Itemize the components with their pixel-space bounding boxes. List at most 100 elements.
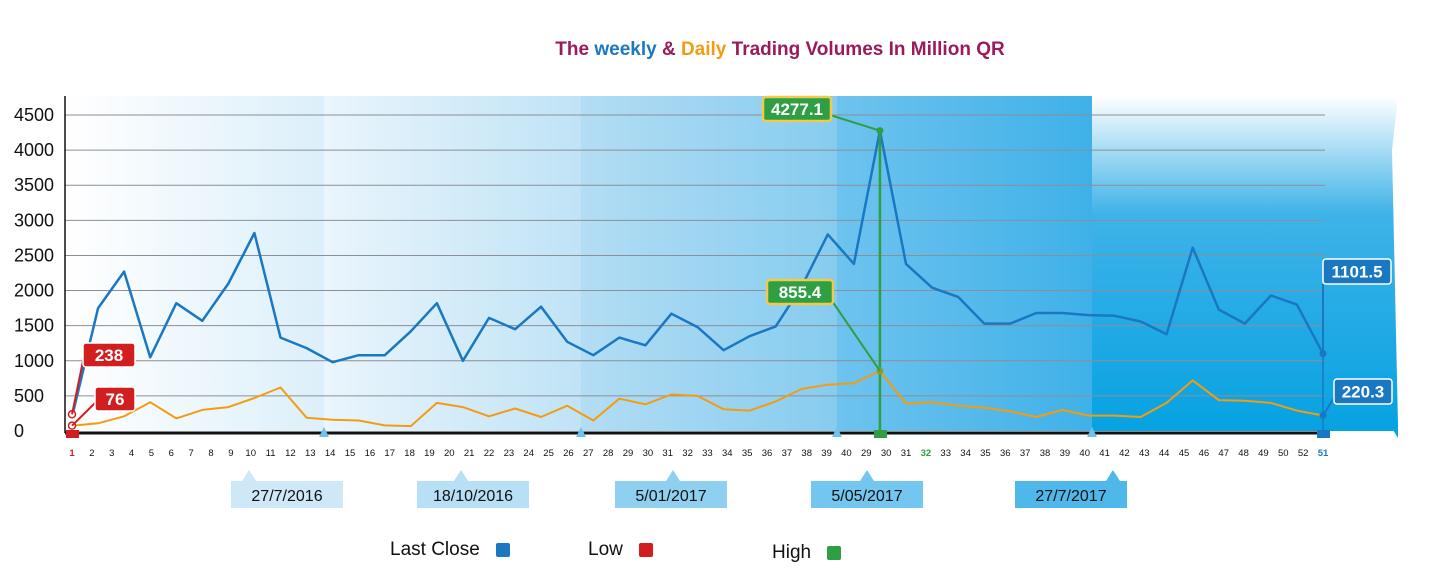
x-tick-label: 40 (841, 448, 852, 459)
x-tick-label: 30 (881, 448, 892, 459)
x-tick-label: 29 (623, 448, 634, 459)
x-tick-label: 29 (861, 448, 872, 459)
legend-low-label: Low (588, 539, 623, 560)
callout-box (1333, 378, 1393, 405)
date-label: 27/7/2016 (251, 488, 322, 505)
x-tick-label: 35 (742, 448, 753, 459)
x-axis-ticks: 1 2 3 4 5 6 7 8 9 10 11 12 13 14 15 16 17 18 19 20 21 22 23 24 2… (69, 448, 1329, 459)
callout-label: 855.4 (779, 283, 822, 302)
x-tick-label: 39 (1060, 448, 1071, 459)
x-tick-label: 44 (1159, 448, 1170, 459)
date-box (417, 481, 529, 508)
x-tick-label: 48 (1238, 448, 1249, 459)
callout-leader (71, 402, 96, 427)
x-tick-label: 26 (563, 448, 574, 459)
chart-title: The weekly & Daily Trading Volumes In Mi… (555, 39, 1005, 60)
x-tick-label: 8 (208, 448, 213, 459)
y-tick-label: 3000 (14, 210, 54, 230)
x-tick-label: 9 (228, 448, 233, 459)
band-marker (319, 427, 329, 437)
x-tick-label: 12 (285, 448, 296, 459)
x-tick-label: 16 (365, 448, 376, 459)
callout-label: 1101.5 (1331, 263, 1382, 282)
date-label: 27/7/2017 (1035, 488, 1106, 505)
band-marker (832, 427, 842, 437)
callout-box (1322, 258, 1392, 285)
x-tick-label: 34 (722, 448, 733, 459)
x-tick-label: 13 (305, 448, 316, 459)
callout-label: 4277.1 (771, 100, 823, 119)
callout-leader (71, 360, 84, 415)
date-box (615, 481, 727, 508)
x-tick-label: 32 (682, 448, 693, 459)
x-tick-label: 15 (345, 448, 356, 459)
x-tick-label: 31 (901, 448, 912, 459)
x-tick-label: 31 (662, 448, 673, 459)
y-tick-label: 3500 (14, 175, 54, 195)
date-pointer (860, 470, 874, 481)
y-tick-label: 500 (14, 386, 44, 406)
x-tick-label: 17 (384, 448, 395, 459)
x-tick-label: 7 (188, 448, 193, 459)
high-axis-marker (873, 430, 887, 438)
x-tick-label: 37 (1020, 448, 1031, 459)
title-part-2: & (657, 39, 681, 60)
weekly-line (70, 129, 1325, 418)
x-tick-label: 30 (643, 448, 654, 459)
callout-box (82, 342, 136, 368)
x-tick-label: 38 (801, 448, 812, 459)
value-callouts: 4277.1 855.4 238 76 1101.5 220.3 (71, 95, 1393, 427)
date-label: 18/10/2016 (433, 488, 513, 505)
date-pointer (1106, 470, 1120, 481)
date-labels: 27/7/2016 18/10/2016 5/01/2017 5/05/2017 27/… (231, 470, 1127, 508)
x-tick-label: 33 (940, 448, 951, 459)
legend-last-close-label: Last Close (390, 539, 480, 560)
title-part-1: weekly (593, 39, 657, 60)
x-tick-label: 35 (980, 448, 991, 459)
x-tick-label: 50 (1278, 448, 1289, 459)
series-lines (70, 129, 1325, 428)
x-tick-label: 22 (484, 448, 495, 459)
x-tick-label: 24 (523, 448, 534, 459)
date-label: 5/05/2017 (831, 488, 902, 505)
x-tick-label: 23 (504, 448, 515, 459)
y-tick-label: 2000 (14, 281, 54, 301)
x-tick-label: 38 (1040, 448, 1051, 459)
x-tick-label: 19 (424, 448, 435, 459)
x-tick-label: 37 (782, 448, 793, 459)
legend-last-close: Last Close (390, 535, 510, 565)
x-tick-label: 3 (109, 448, 114, 459)
x-tick-label: 2 (89, 448, 94, 459)
x-tick-label: 47 (1218, 448, 1229, 459)
x-tick-label: 41 (1099, 448, 1110, 459)
x-tick-label: 32 (921, 448, 932, 459)
callout-leader (829, 297, 881, 372)
date-label: 5/01/2017 (635, 488, 706, 505)
x-tick-label: 20 (444, 448, 455, 459)
x-tick-label: 36 (762, 448, 773, 459)
x-tick-label: 4 (129, 448, 134, 459)
date-box (1015, 481, 1127, 508)
callout-box (94, 386, 136, 412)
callout-leader (829, 114, 881, 132)
x-tick-label: 14 (325, 448, 336, 459)
y-tick-label: 4500 (14, 105, 54, 125)
band-marker (1087, 427, 1097, 437)
daily-line (71, 369, 1324, 428)
callout-label: 238 (95, 346, 123, 365)
date-box (811, 481, 923, 508)
y-tick-label: 1000 (14, 351, 54, 371)
x-tick-label: 28 (603, 448, 614, 459)
y-tick-label: 1500 (14, 316, 54, 336)
callout-label: 220.3 (1342, 383, 1385, 402)
date-box (231, 481, 343, 508)
x-tick-label: 25 (543, 448, 554, 459)
x-tick-label: 52 (1298, 448, 1309, 459)
date-pointer (454, 470, 468, 481)
low-axis-marker (66, 430, 79, 438)
y-tick-label: 2500 (14, 245, 54, 265)
x-tick-label: 46 (1199, 448, 1210, 459)
last-axis-marker (1317, 430, 1330, 438)
date-pointer (242, 470, 256, 481)
